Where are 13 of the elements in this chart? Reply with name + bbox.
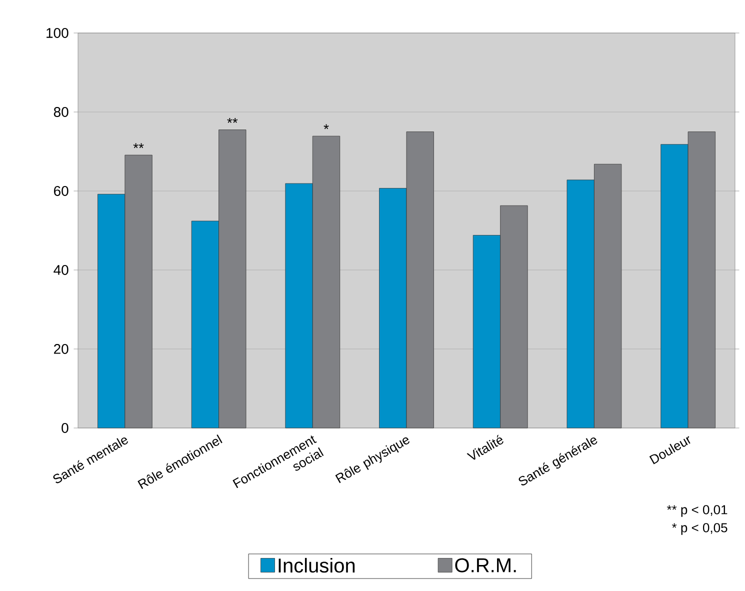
text: * p < 0,05 — [672, 523, 728, 535]
annotation: ** — [133, 143, 144, 148]
y-tick-label: 80 — [54, 107, 68, 117]
legend-label: O.R.M. — [455, 558, 516, 572]
y-tick-label: 20 — [54, 344, 68, 354]
legend-label: Inclusion — [278, 558, 355, 573]
y-tick-label: 60 — [54, 186, 68, 196]
annotation: ** — [227, 118, 238, 123]
y-tick-label: 0 — [62, 423, 68, 433]
annotation: * — [324, 124, 329, 130]
text: ** p < 0,01 — [666, 505, 728, 517]
y-tick-label: 40 — [54, 265, 68, 275]
y-tick-label: 100 — [46, 28, 68, 38]
